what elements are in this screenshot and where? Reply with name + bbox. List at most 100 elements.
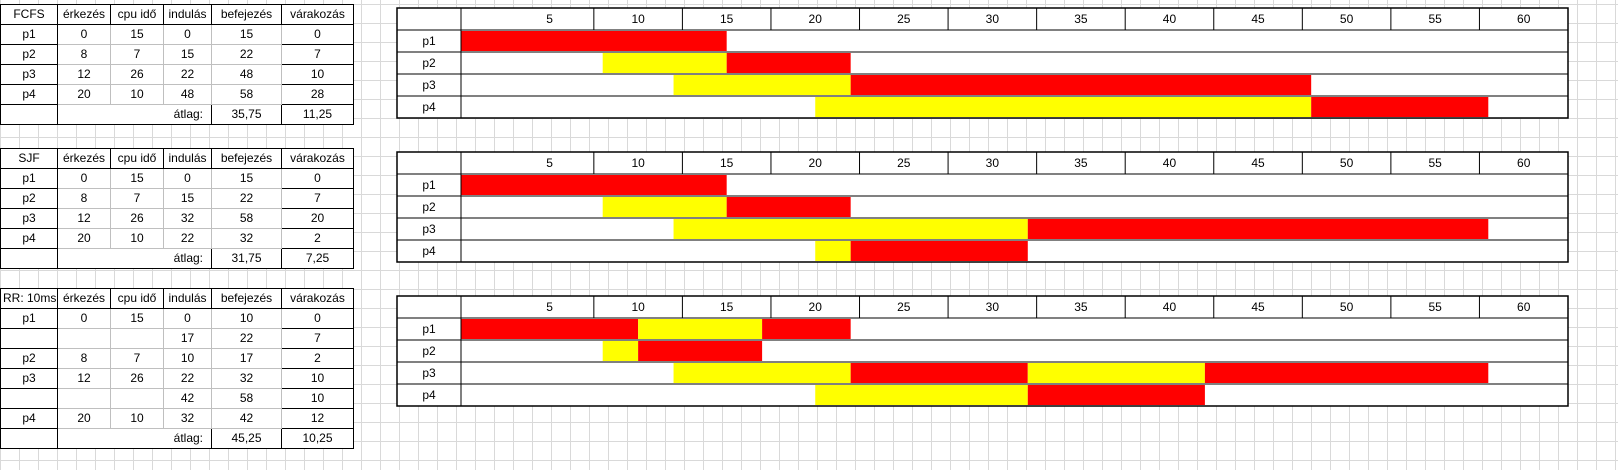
tick-label: 60 xyxy=(1517,156,1531,170)
table-row: p1 0 15 0 10 0 xyxy=(0,308,354,329)
table-title: SJF xyxy=(0,148,58,169)
average-row: átlag: 35,75 11,25 xyxy=(0,104,354,125)
process-label: p2 xyxy=(422,200,436,214)
gantt-bar-p1-run xyxy=(461,319,639,339)
table-row: p4 20 10 32 42 12 xyxy=(0,408,354,429)
gantt-bar-p3-wait xyxy=(1027,363,1205,383)
gantt-bar-p1-run xyxy=(762,319,851,339)
tick-label: 10 xyxy=(631,156,645,170)
tick-label: 60 xyxy=(1517,300,1531,314)
tick-label: 35 xyxy=(1074,300,1088,314)
table-cell: 32 xyxy=(211,228,282,249)
process-label: p1 xyxy=(422,34,436,48)
average-wait: 10,25 xyxy=(281,428,354,449)
gantt-bar-p3-run xyxy=(1204,363,1489,383)
gantt-bar-p4-wait xyxy=(815,97,1312,117)
gantt-bar-p3-run xyxy=(850,363,1028,383)
table-cell xyxy=(0,428,58,449)
table-cell: p3 xyxy=(0,64,58,85)
table-row: p4 20 10 48 58 28 xyxy=(0,84,354,105)
gantt-bar-p3-wait xyxy=(673,363,851,383)
tick-label: 50 xyxy=(1340,12,1354,26)
table-cell: 20 xyxy=(57,228,111,249)
gantt-bar-p4-run xyxy=(1027,385,1205,405)
table-row: p2 8 7 15 22 7 xyxy=(0,188,354,209)
table-cell: 42 xyxy=(211,408,282,429)
tick-label: 20 xyxy=(809,156,823,170)
gantt-bar-p2-run xyxy=(638,341,763,361)
tick-label: 5 xyxy=(546,156,553,170)
table-row: 17 22 7 xyxy=(0,328,354,349)
average-row: átlag: 31,75 7,25 xyxy=(0,248,354,269)
rr-table: RR: 10ms érkezés cpu idő indulás befejez… xyxy=(0,288,354,449)
table-cell: p2 xyxy=(0,44,58,65)
table-cell: 15 xyxy=(163,44,212,65)
table-cell: 28 xyxy=(281,84,354,105)
table-header-row: FCFS érkezés cpu idő indulás befejezés v… xyxy=(0,4,354,25)
tick-label: 20 xyxy=(809,300,823,314)
tick-label: 50 xyxy=(1340,300,1354,314)
col-header: befejezés xyxy=(211,288,282,309)
col-header: várakozás xyxy=(281,4,354,25)
table-cell: 10 xyxy=(281,388,354,409)
gantt-bar-p4-run xyxy=(850,241,1028,261)
tick-label: 55 xyxy=(1428,300,1442,314)
gantt-bar-p2-run xyxy=(726,197,851,217)
process-label: p3 xyxy=(422,78,436,92)
tick-label: 30 xyxy=(986,300,1000,314)
col-header: befejezés xyxy=(211,4,282,25)
col-header: cpu idő xyxy=(110,288,164,309)
tick-label: 30 xyxy=(986,156,1000,170)
tick-label: 35 xyxy=(1074,156,1088,170)
average-wait: 7,25 xyxy=(281,248,354,269)
tick-label: 45 xyxy=(1251,12,1265,26)
table-row: 42 58 10 xyxy=(0,388,354,409)
tick-label: 25 xyxy=(897,12,911,26)
table-row: p2 8 7 15 22 7 xyxy=(0,44,354,65)
gantt-bar-p3-wait xyxy=(673,75,851,95)
table-row: p1 0 15 0 15 0 xyxy=(0,168,354,189)
gantt-bar-p2-run xyxy=(726,53,851,73)
tick-label: 15 xyxy=(720,156,734,170)
process-label: p4 xyxy=(422,244,436,258)
gantt-frame xyxy=(396,7,1569,119)
process-label: p4 xyxy=(422,100,436,114)
gantt-bar-p4-run xyxy=(1311,97,1489,117)
sjf-table: SJF érkezés cpu idő indulás befejezés vá… xyxy=(0,148,354,269)
table-row: p4 20 10 22 32 2 xyxy=(0,228,354,249)
tick-label: 30 xyxy=(986,12,1000,26)
gantt-bar-p2-wait xyxy=(602,53,727,73)
col-header: várakozás xyxy=(281,288,354,309)
fcfs-table: FCFS érkezés cpu idő indulás befejezés v… xyxy=(0,4,354,125)
tick-label: 15 xyxy=(720,12,734,26)
tick-label: 20 xyxy=(809,12,823,26)
process-label: p3 xyxy=(422,222,436,236)
gantt-bar-p1-run xyxy=(461,175,727,195)
tick-label: 55 xyxy=(1428,156,1442,170)
tick-label: 55 xyxy=(1428,12,1442,26)
tick-label: 45 xyxy=(1251,156,1265,170)
table-row: p3 12 26 22 32 10 xyxy=(0,368,354,389)
gantt-bar-p4-wait xyxy=(815,385,1028,405)
gantt-bar-p3-run xyxy=(1027,219,1489,239)
tick-label: 40 xyxy=(1163,156,1177,170)
tick-label: 10 xyxy=(631,12,645,26)
average-row: átlag: 45,25 10,25 xyxy=(0,428,354,449)
gantt-bar-p1-wait xyxy=(638,319,763,339)
table-row: p2 8 7 10 17 2 xyxy=(0,348,354,369)
table-header-row: SJF érkezés cpu idő indulás befejezés vá… xyxy=(0,148,354,169)
process-label: p1 xyxy=(422,178,436,192)
average-turnaround: 45,25 xyxy=(211,428,282,449)
gantt-bar-p2-wait xyxy=(602,197,727,217)
tick-label: 25 xyxy=(897,156,911,170)
tick-label: 60 xyxy=(1517,12,1531,26)
tick-label: 40 xyxy=(1163,300,1177,314)
gantt-bar-p3-run xyxy=(850,75,1312,95)
col-header: érkezés xyxy=(57,148,111,169)
tick-label: 15 xyxy=(720,300,734,314)
gantt-bar-p4-wait xyxy=(815,241,851,261)
table-cell: 32 xyxy=(163,408,212,429)
table-row: p3 12 26 32 58 20 xyxy=(0,208,354,229)
process-label: p4 xyxy=(422,388,436,402)
